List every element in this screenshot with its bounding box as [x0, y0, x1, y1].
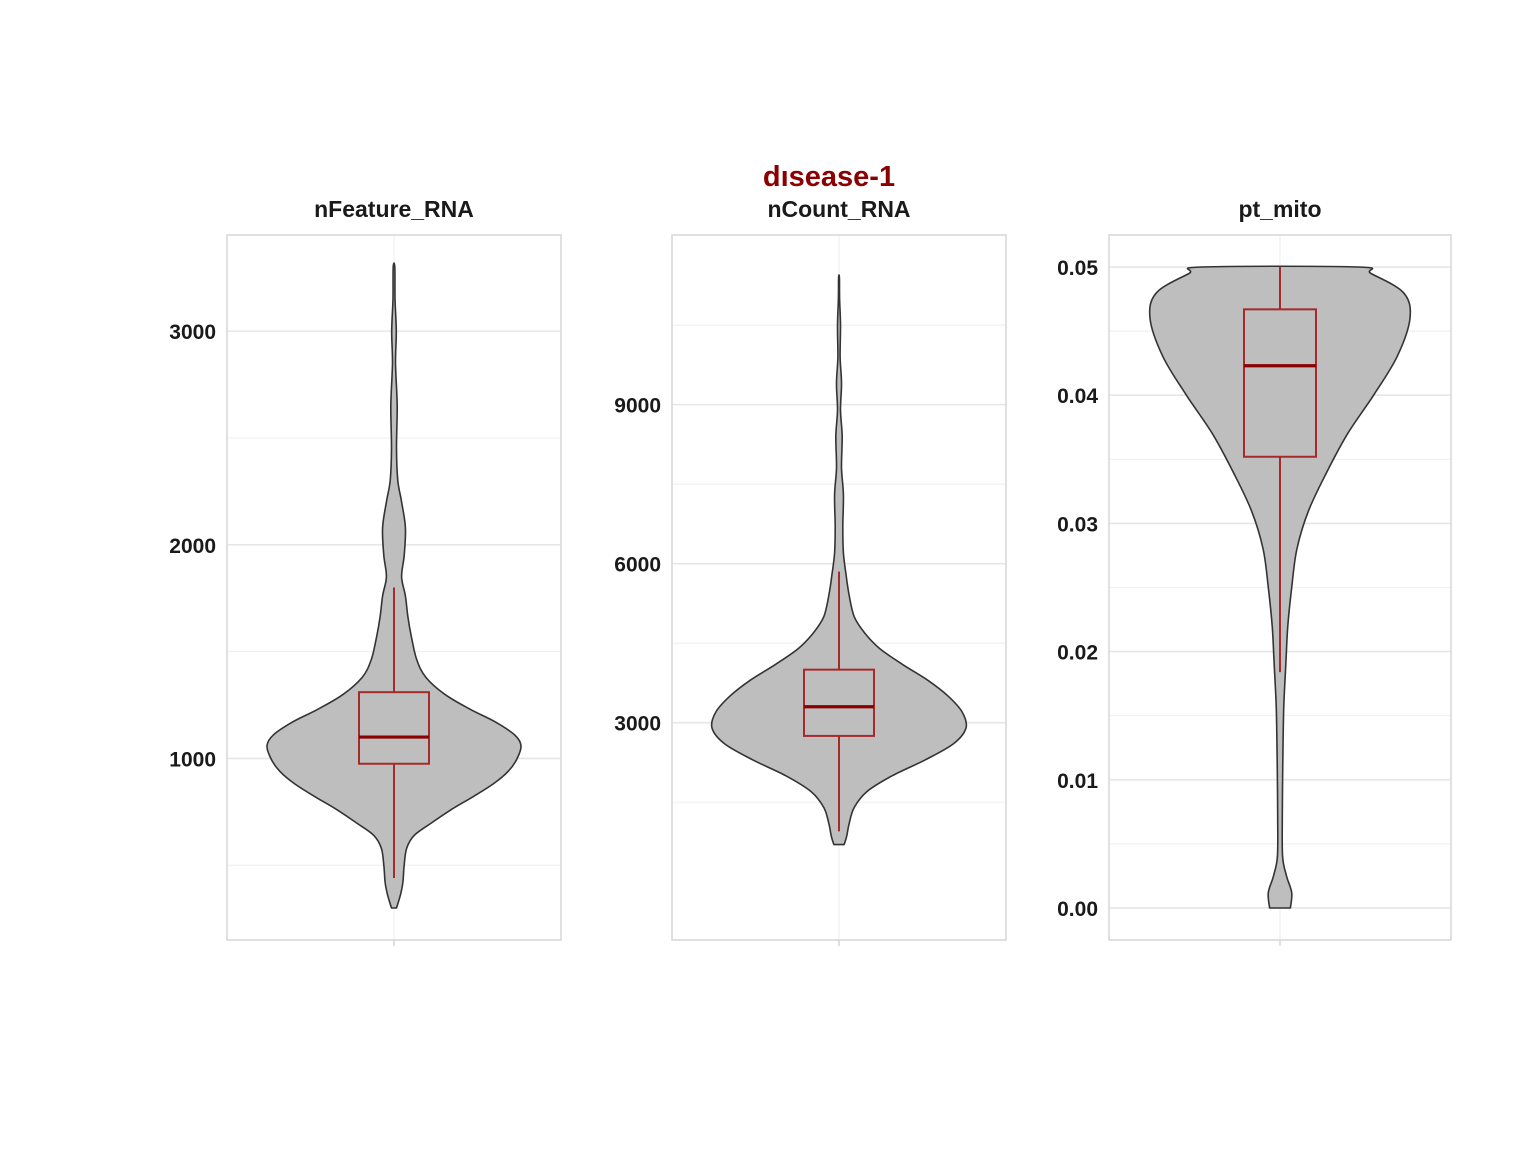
panel-pt-mito: pt_mito 0.00 0.01 0.02 0.03 0.04 0.05: [1057, 196, 1452, 946]
y-tick-label: 0.00: [1057, 898, 1098, 921]
panel-title: pt_mito: [1238, 196, 1321, 222]
iqr-box: [358, 691, 430, 765]
panel-nfeature-rna: nFeature_RNA 1000 2000 3000: [169, 196, 562, 946]
panel-title: nFeature_RNA: [314, 196, 474, 222]
y-tick-label: 6000: [614, 554, 661, 577]
y-tick-label: 0.02: [1057, 642, 1098, 665]
panel-title: nCount_RNA: [767, 196, 910, 222]
figure-title: dısease-1: [763, 161, 895, 193]
y-tick-label: 1000: [169, 748, 216, 771]
y-tick-label: 0.01: [1057, 770, 1098, 793]
y-tick-label: 3000: [169, 321, 216, 344]
iqr-box: [1243, 308, 1317, 458]
iqr-box: [803, 668, 875, 737]
y-tick-label: 0.04: [1057, 385, 1098, 408]
violin-body: [266, 262, 522, 909]
y-tick-label: 9000: [614, 395, 661, 418]
panel-ncount-rna: nCount_RNA 3000 6000 9000: [614, 196, 1007, 946]
y-tick-label: 0.03: [1057, 513, 1098, 536]
y-tick-label: 2000: [169, 535, 216, 558]
y-tick-label: 3000: [614, 713, 661, 736]
violin-body: [710, 273, 968, 846]
y-tick-label: 0.05: [1057, 257, 1098, 280]
